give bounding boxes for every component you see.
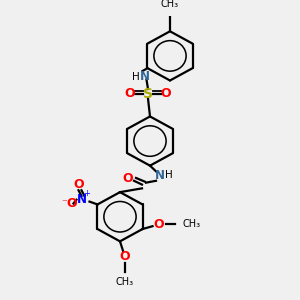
Text: O: O xyxy=(123,172,133,185)
Text: H: H xyxy=(132,72,140,82)
Text: CH₃: CH₃ xyxy=(182,219,201,229)
Text: O: O xyxy=(125,87,135,100)
Text: O: O xyxy=(153,218,164,231)
Text: O: O xyxy=(161,87,171,100)
Text: H: H xyxy=(165,170,173,180)
Text: S: S xyxy=(143,87,153,101)
Text: N: N xyxy=(140,70,149,83)
Text: O: O xyxy=(120,250,130,263)
Text: CH₃: CH₃ xyxy=(116,277,134,287)
Text: CH₃: CH₃ xyxy=(161,0,179,9)
Text: N: N xyxy=(155,169,165,182)
Text: ⁻: ⁻ xyxy=(61,199,68,208)
Text: O: O xyxy=(66,197,77,210)
Text: +: + xyxy=(83,189,90,198)
Text: N: N xyxy=(76,193,86,206)
Text: O: O xyxy=(73,178,84,191)
